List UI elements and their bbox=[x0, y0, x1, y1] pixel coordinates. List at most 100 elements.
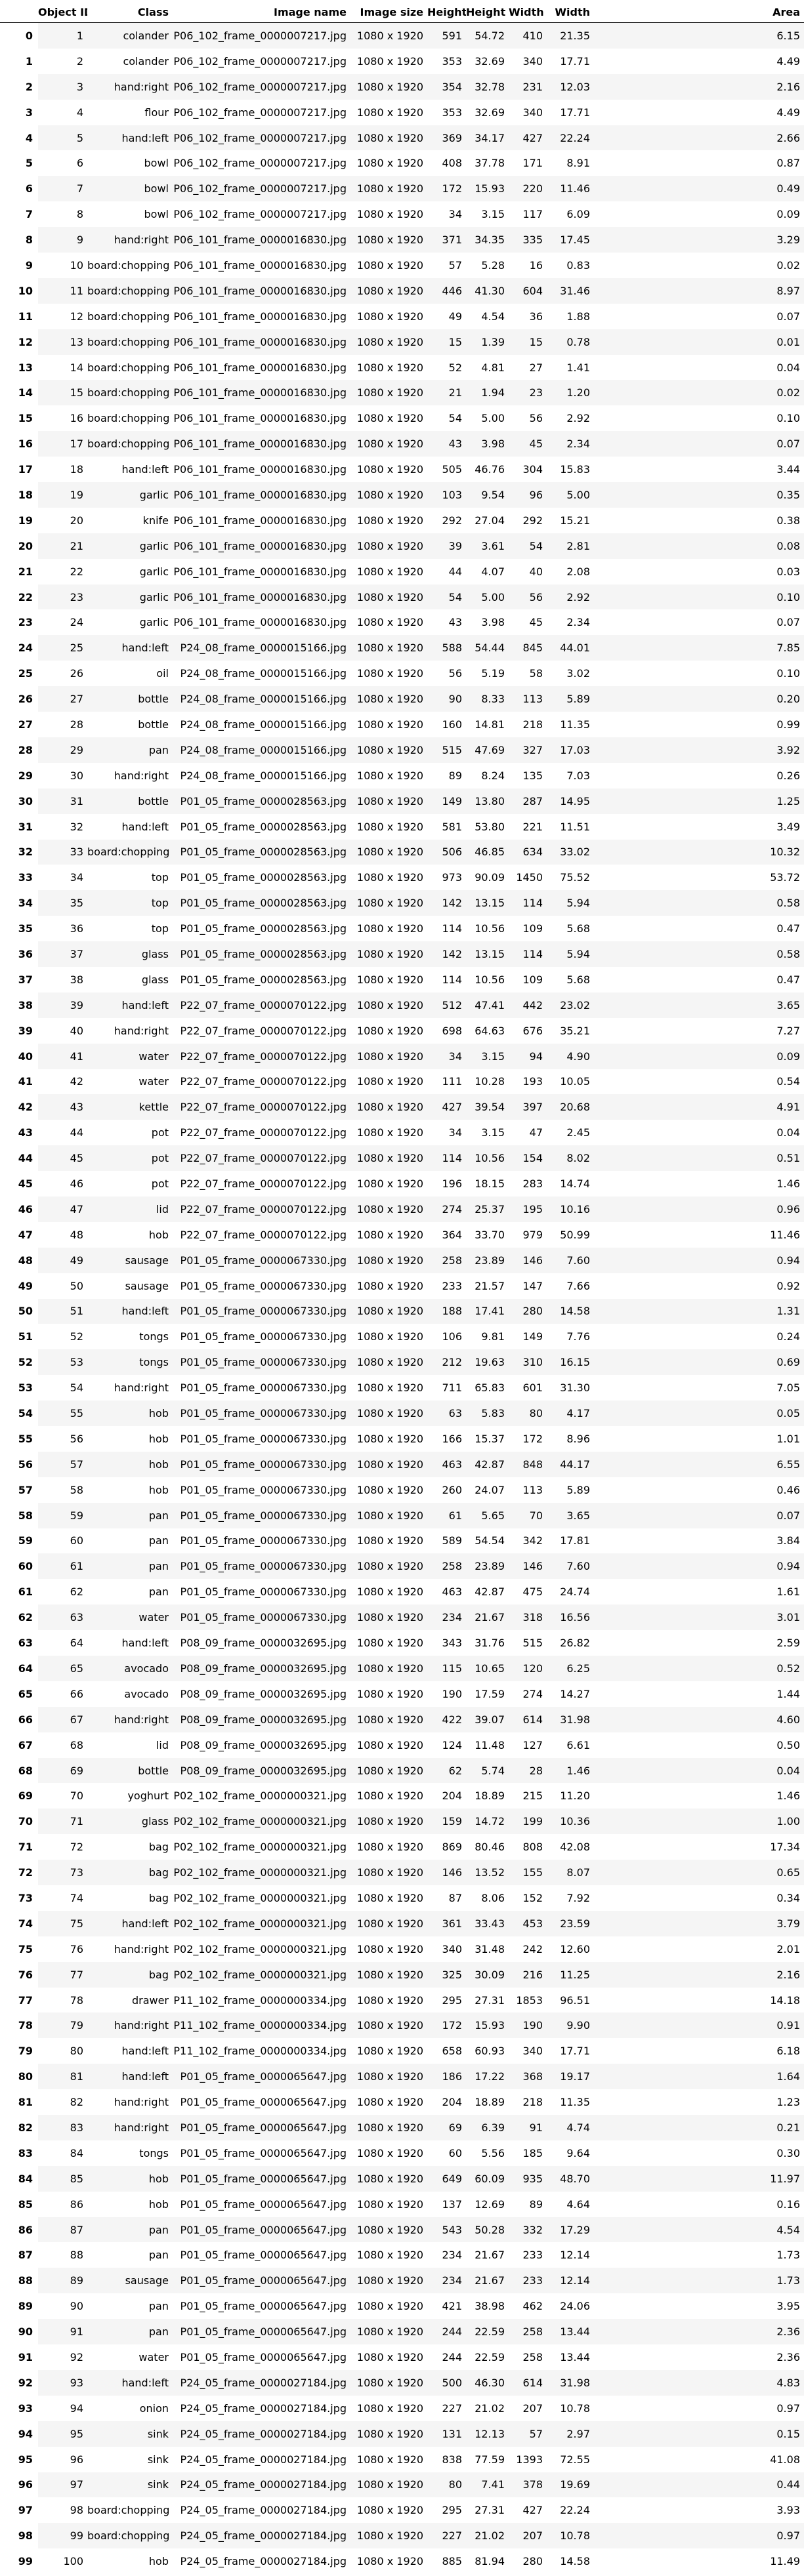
image-size-cell: 1080 x 1920 bbox=[356, 2350, 423, 2363]
image-size-cell: 1080 x 1920 bbox=[350, 1809, 427, 1835]
area-cell: 11.46 bbox=[770, 1228, 800, 1241]
object-id-cell: 20 bbox=[70, 514, 83, 527]
image-size-cell: 1080 x 1920 bbox=[350, 1860, 427, 1886]
table-row: 63 64 hand:left P08_09_frame_0000032695.jpg… bbox=[0, 1630, 804, 1656]
width-pct-cell: 14.27 bbox=[560, 1687, 590, 1700]
area-cell: 1.64 bbox=[594, 2064, 804, 2090]
height-px-cell: 353 bbox=[442, 106, 462, 119]
row-index: 87 bbox=[18, 2249, 33, 2262]
header-height-px: Height bbox=[427, 1, 466, 23]
width-px-cell: 340 bbox=[522, 54, 543, 68]
width-pct-cell: 1.41 bbox=[566, 361, 590, 374]
area-cell: 2.59 bbox=[776, 1637, 800, 1650]
table-row: 85 86 hob P01_05_frame_0000065647.jpg 1080 x… bbox=[0, 2192, 804, 2217]
table-row: 46 47 lid P22_07_frame_0000070122.jpg 1080 x… bbox=[0, 1196, 804, 1222]
image-size-cell: 1080 x 1920 bbox=[356, 1585, 423, 1599]
width-pct-cell: 2.34 bbox=[566, 616, 590, 629]
image-name-cell: P06_101_frame_0000016830.jpg bbox=[173, 277, 350, 304]
width-pct-cell: 24.74 bbox=[560, 1585, 590, 1599]
object-id-cell: 92 bbox=[70, 2350, 83, 2363]
image-name-cell: P01_05_frame_0000028563.jpg bbox=[173, 890, 350, 916]
height-px-cell: 52 bbox=[448, 361, 462, 374]
table-row: 6 7 bowl P06_102_frame_0000007217.jpg 1080 x… bbox=[0, 176, 804, 202]
height-pct-cell: 22.59 bbox=[466, 2319, 509, 2345]
object-id-cell: 19 bbox=[38, 482, 87, 508]
area-cell: 3.65 bbox=[594, 992, 804, 1018]
width-px-cell: 1393 bbox=[516, 2453, 543, 2466]
row-index: 31 bbox=[18, 820, 33, 833]
table-row: 40 41 water P22_07_frame_0000070122.jpg 1080… bbox=[0, 1043, 804, 1069]
table-row: 53 54 hand:right P01_05_frame_0000067330.jp… bbox=[0, 1375, 804, 1400]
table-row: 39 40 hand:right P22_07_frame_0000070122.jp… bbox=[0, 1018, 804, 1044]
width-pct-cell: 7.66 bbox=[566, 1279, 590, 1292]
table-row: 62 63 water P01_05_frame_0000067330.jpg 1080… bbox=[0, 1605, 804, 1631]
image-name-cell: P08_09_frame_0000032695.jpg bbox=[180, 1738, 347, 1751]
width-px-cell: 117 bbox=[522, 208, 543, 221]
width-pct-cell: 4.74 bbox=[547, 2115, 594, 2140]
width-px-cell: 258 bbox=[509, 2319, 547, 2345]
height-pct-cell: 1.94 bbox=[466, 380, 509, 406]
image-name-cell: P22_07_frame_0000070122.jpg bbox=[173, 992, 350, 1018]
width-px-cell: 427 bbox=[509, 125, 547, 151]
image-size-cell: 1080 x 1920 bbox=[356, 1228, 423, 1241]
row-index: 49 bbox=[18, 1279, 33, 1292]
row-index: 66 bbox=[18, 1713, 33, 1726]
image-name-cell: P01_05_frame_0000067330.jpg bbox=[180, 1534, 347, 1547]
table-row: 8 9 hand:right P06_101_frame_0000016830.jpg… bbox=[0, 227, 804, 253]
object-id-cell: 12 bbox=[70, 310, 83, 323]
image-name-cell: P06_101_frame_0000016830.jpg bbox=[173, 565, 347, 578]
area-cell: 0.91 bbox=[594, 2013, 804, 2039]
class-cell: board:chopping bbox=[87, 412, 170, 425]
area-cell: 0.04 bbox=[776, 1126, 800, 1139]
row-index: 1 bbox=[25, 54, 33, 68]
image-size-cell: 1080 x 1920 bbox=[356, 2300, 423, 2313]
class-cell: bag bbox=[148, 1841, 169, 1854]
row-index: 70 bbox=[18, 1815, 33, 1828]
class-cell: bottle bbox=[87, 1757, 173, 1784]
width-pct-cell: 17.03 bbox=[547, 737, 594, 763]
height-px-cell: 90 bbox=[427, 686, 466, 712]
object-id-cell: 84 bbox=[70, 2146, 83, 2159]
width-px-cell: 58 bbox=[529, 667, 543, 680]
row-index: 76 bbox=[18, 1968, 33, 1981]
image-name-cell: P24_08_frame_0000015166.jpg bbox=[173, 635, 350, 661]
class-cell: pot bbox=[151, 1126, 169, 1139]
width-px-cell: 340 bbox=[522, 2045, 543, 2058]
area-cell: 3.79 bbox=[594, 1910, 804, 1936]
area-cell: 0.44 bbox=[594, 2472, 804, 2498]
image-size-cell: 1080 x 1920 bbox=[350, 1502, 427, 1528]
class-cell: hob bbox=[148, 1432, 169, 1445]
image-name-cell: P02_102_frame_0000000321.jpg bbox=[173, 1860, 350, 1886]
height-px-cell: 61 bbox=[427, 1502, 466, 1528]
height-px-cell: 588 bbox=[427, 635, 466, 661]
height-pct-cell: 65.83 bbox=[475, 1381, 505, 1395]
height-pct-cell: 23.89 bbox=[466, 1247, 509, 1273]
height-pct-cell: 15.93 bbox=[466, 176, 509, 202]
row-index: 10 bbox=[18, 284, 33, 297]
image-name-cell: P08_09_frame_0000032695.jpg bbox=[173, 1706, 350, 1732]
width-px-cell: 233 bbox=[509, 2268, 547, 2294]
height-pct-cell: 60.93 bbox=[475, 2045, 505, 2058]
class-cell: water bbox=[138, 1075, 169, 1088]
object-id-cell: 41 bbox=[38, 1043, 87, 1069]
height-pct-cell: 14.72 bbox=[466, 1809, 509, 1835]
image-name-cell: P24_08_frame_0000015166.jpg bbox=[180, 769, 347, 782]
table-row: 14 15 board:chopping P06_101_frame_00000168… bbox=[0, 380, 804, 406]
height-pct-cell: 3.15 bbox=[481, 208, 505, 221]
object-id-cell: 55 bbox=[38, 1400, 87, 1426]
table-row: 55 56 hob P01_05_frame_0000067330.jpg 1080 x… bbox=[0, 1426, 804, 1452]
image-size-cell: 1080 x 1920 bbox=[350, 2319, 427, 2345]
width-pct-cell: 8.96 bbox=[566, 1432, 590, 1445]
image-size-cell: 1080 x 1920 bbox=[350, 1247, 427, 1273]
row-index: 16 bbox=[18, 438, 33, 451]
width-pct-cell: 7.60 bbox=[547, 1247, 594, 1273]
class-cell: yoghurt bbox=[127, 1789, 169, 1803]
class-cell: hand:right bbox=[87, 73, 173, 100]
height-pct-cell: 37.78 bbox=[475, 157, 505, 170]
height-pct-cell: 5.28 bbox=[481, 258, 505, 272]
object-id-cell: 4 bbox=[76, 106, 83, 119]
row-index: 94 bbox=[18, 2427, 33, 2440]
image-size-cell: 1080 x 1920 bbox=[356, 1024, 423, 1037]
row-index: 71 bbox=[18, 1841, 33, 1854]
